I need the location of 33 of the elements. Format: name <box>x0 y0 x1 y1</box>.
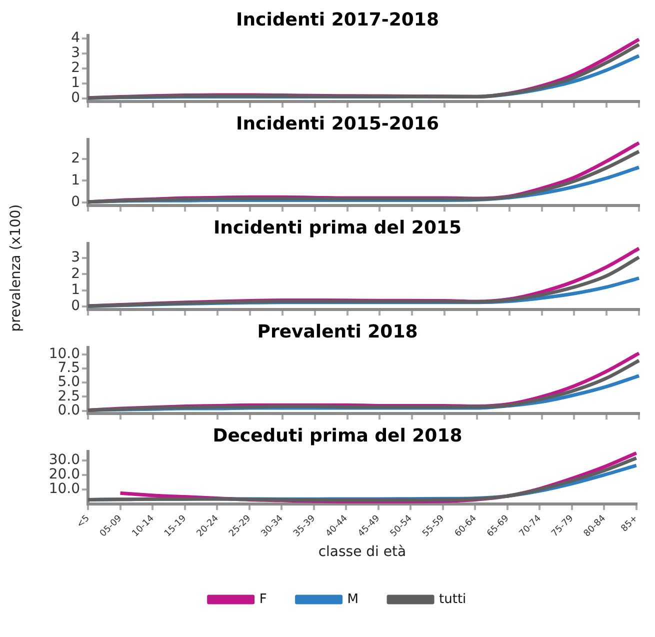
chart-title: Incidenti 2015-2016 <box>236 113 439 134</box>
x-tick-label: 85+ <box>620 514 640 534</box>
chart-title: Incidenti prima del 2015 <box>213 217 462 238</box>
y-tick-label: 2 <box>71 150 80 167</box>
line-series <box>86 456 638 502</box>
y-tick-label: 10.0 <box>48 481 80 498</box>
y-tick-label: 2 <box>71 266 80 282</box>
y-tick-label: 2 <box>71 60 80 76</box>
y-tick-label: 1 <box>71 172 80 188</box>
x-tick-label: <5 <box>75 514 92 530</box>
chart-title: Deceduti prima del 2018 <box>212 425 462 446</box>
y-tick-label: 5.0 <box>58 374 80 390</box>
y-tick-label: 0 <box>71 298 80 314</box>
y-axis-title: prevalenza (x100) <box>8 203 25 334</box>
y-tick-label: 3 <box>71 250 80 266</box>
x-axis-title: classe di età <box>318 544 406 560</box>
y-tick-label: 0 <box>71 90 80 106</box>
y-tick-label: 0.0 <box>58 402 80 418</box>
legend-label: M <box>347 592 359 607</box>
legend-label: tutti <box>439 592 466 607</box>
y-tick-label: 1 <box>71 282 80 298</box>
y-tick-label: 30.0 <box>48 452 80 468</box>
y-tick-label: 7.5 <box>58 360 80 376</box>
chart-title: Incidenti 2017-2018 <box>236 9 439 30</box>
y-tick-label: 0 <box>71 194 80 210</box>
y-tick-label: 1 <box>71 75 80 92</box>
y-tick-label: 2.5 <box>58 388 80 404</box>
y-tick-label: 3 <box>71 45 80 62</box>
y-tick-label: 20.0 <box>48 466 80 483</box>
chart-title: Prevalenti 2018 <box>257 321 418 342</box>
y-tick-label: 4 <box>71 30 80 46</box>
legend-label: F <box>259 592 267 607</box>
y-tick-label: 10.0 <box>48 346 80 362</box>
